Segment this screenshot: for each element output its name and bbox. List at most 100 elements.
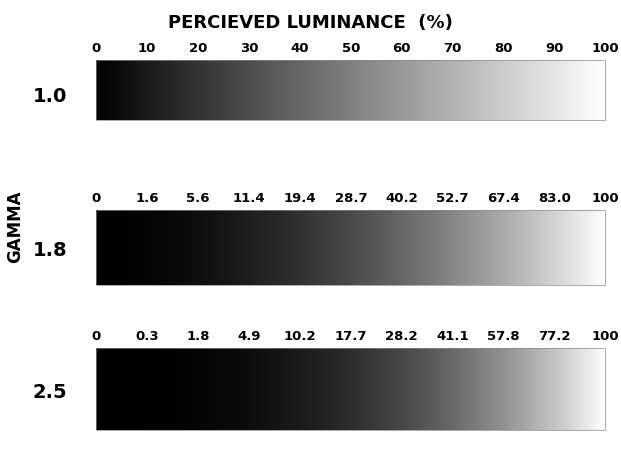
Bar [502,348,504,430]
Bar [389,210,391,285]
Bar [451,60,453,120]
Bar [599,210,601,285]
Bar [416,60,417,120]
Bar [242,348,243,430]
Bar [300,210,301,285]
Bar [546,210,548,285]
Bar [119,210,120,285]
Bar [254,348,255,430]
Bar [247,348,248,430]
Bar [456,210,457,285]
Bar [347,210,348,285]
Bar [219,60,220,120]
Bar [579,348,580,430]
Bar [174,60,175,120]
Bar [150,348,152,430]
Bar [410,210,411,285]
Bar [206,210,207,285]
Bar [368,60,369,120]
Bar [362,348,363,430]
Bar [295,348,296,430]
Bar [157,210,158,285]
Bar [538,210,539,285]
Bar [127,348,128,430]
Bar [132,60,133,120]
Bar [507,348,508,430]
Bar [347,348,348,430]
Bar [125,210,126,285]
Bar [139,348,140,430]
Bar [125,348,126,430]
Bar [468,60,469,120]
Bar [203,210,204,285]
Bar [399,60,400,120]
Bar [574,348,575,430]
Bar [574,210,575,285]
Bar [548,60,550,120]
Bar [581,210,582,285]
Bar [527,348,528,430]
Bar [307,348,308,430]
Bar [345,348,346,430]
Bar [300,60,301,120]
Bar [438,60,440,120]
Bar [170,60,171,120]
Bar [123,348,124,430]
Text: GAMMA: GAMMA [7,190,24,263]
Bar [173,60,174,120]
Bar [539,348,540,430]
Bar [305,348,306,430]
Bar [166,60,168,120]
Bar [476,348,477,430]
Bar [583,348,584,430]
Bar [586,210,587,285]
Bar [601,348,602,430]
Bar [150,210,152,285]
Bar [109,60,111,120]
Bar [225,348,227,430]
Bar [461,60,462,120]
Bar [357,348,358,430]
Bar [316,210,317,285]
Bar [550,210,551,285]
Bar [279,348,281,430]
Bar [352,210,353,285]
Bar [510,60,512,120]
Bar [379,210,381,285]
Bar [403,348,404,430]
Bar [131,60,132,120]
Bar [433,348,434,430]
Bar [518,60,519,120]
Bar [302,348,303,430]
Bar [425,60,426,120]
Bar [111,60,112,120]
Bar [203,60,204,120]
Bar [360,210,361,285]
Bar [233,210,235,285]
Bar [378,348,379,430]
Bar [174,210,175,285]
Bar [366,348,367,430]
Bar [464,210,465,285]
Bar [379,348,381,430]
Text: 30: 30 [240,42,258,55]
Bar [501,348,502,430]
Bar [321,60,322,120]
Bar [320,210,321,285]
Bar [508,210,509,285]
Bar [568,348,569,430]
Bar [593,210,594,285]
Bar [345,210,346,285]
Bar [227,348,228,430]
Bar [191,210,192,285]
Bar [559,60,560,120]
Bar [510,348,512,430]
Bar [259,210,260,285]
Bar [383,60,384,120]
Bar [577,60,578,120]
Bar [520,60,521,120]
Bar [543,348,545,430]
Bar [160,210,161,285]
Bar [288,210,289,285]
Bar [367,60,368,120]
